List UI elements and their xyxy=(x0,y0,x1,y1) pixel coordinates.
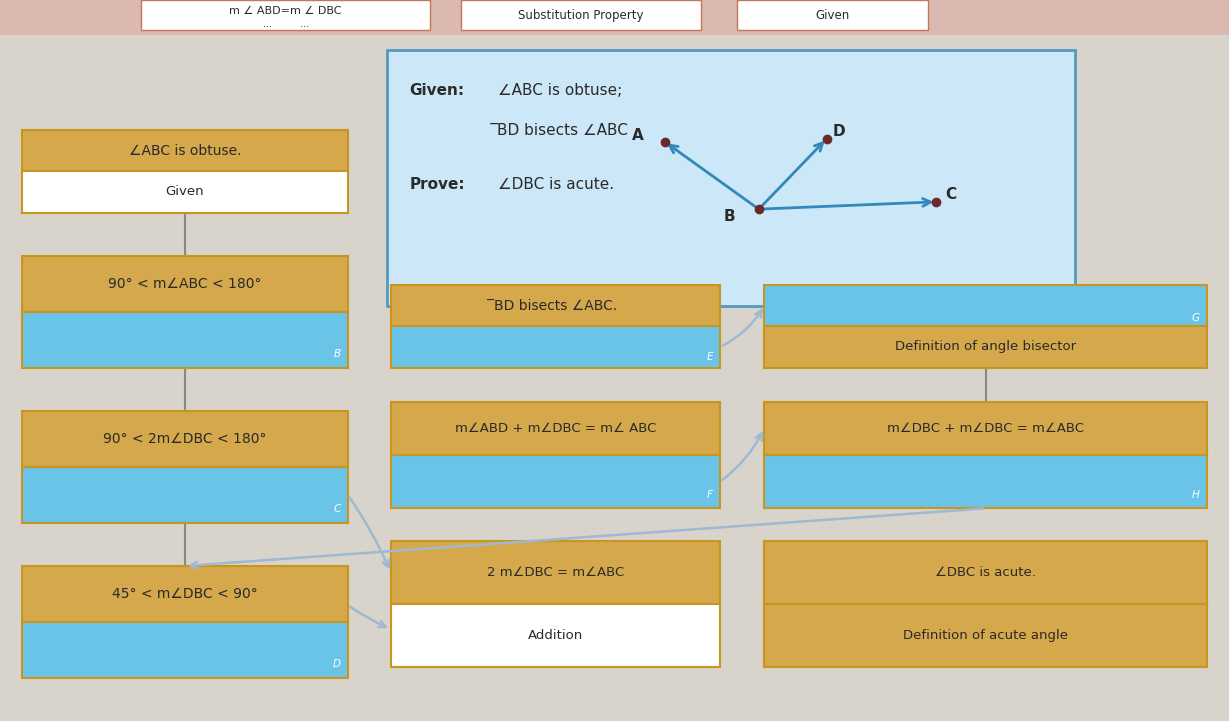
FancyBboxPatch shape xyxy=(764,402,1207,455)
FancyBboxPatch shape xyxy=(764,326,1207,368)
FancyBboxPatch shape xyxy=(391,402,720,455)
Text: m∠DBC + m∠DBC = m∠ABC: m∠DBC + m∠DBC = m∠ABC xyxy=(887,422,1084,435)
Text: 45° < m∠DBC < 90°: 45° < m∠DBC < 90° xyxy=(112,587,258,601)
Text: ∠DBC is acute.: ∠DBC is acute. xyxy=(935,566,1036,579)
FancyBboxPatch shape xyxy=(0,0,1229,35)
Text: Prove:: Prove: xyxy=(409,177,465,192)
Text: ...         ...: ... ... xyxy=(263,19,308,29)
Text: Given: Given xyxy=(166,185,204,198)
Text: Substitution Property: Substitution Property xyxy=(517,9,644,22)
Text: ∠DBC is acute.: ∠DBC is acute. xyxy=(498,177,613,192)
Text: ∠ABC is obtuse.: ∠ABC is obtuse. xyxy=(129,143,241,157)
FancyBboxPatch shape xyxy=(22,311,348,368)
Text: m ∠ ABD=m ∠ DBC: m ∠ ABD=m ∠ DBC xyxy=(230,6,342,16)
FancyBboxPatch shape xyxy=(22,622,348,678)
FancyBboxPatch shape xyxy=(22,256,348,311)
Text: Definition of acute angle: Definition of acute angle xyxy=(903,629,1068,642)
FancyBboxPatch shape xyxy=(22,566,348,622)
FancyBboxPatch shape xyxy=(22,411,348,467)
Text: 90° < m∠ABC < 180°: 90° < m∠ABC < 180° xyxy=(108,277,262,291)
Text: Given:: Given: xyxy=(409,83,465,98)
FancyBboxPatch shape xyxy=(22,467,348,523)
Text: 90° < 2m∠DBC < 180°: 90° < 2m∠DBC < 180° xyxy=(103,432,267,446)
Text: F: F xyxy=(707,490,713,500)
Text: 2 m∠DBC = m∠ABC: 2 m∠DBC = m∠ABC xyxy=(487,566,624,579)
Text: A: A xyxy=(632,128,644,143)
FancyBboxPatch shape xyxy=(391,326,720,368)
FancyBboxPatch shape xyxy=(764,604,1207,667)
Text: E: E xyxy=(707,353,713,363)
Text: D: D xyxy=(833,124,846,139)
FancyBboxPatch shape xyxy=(387,50,1075,306)
Text: Addition: Addition xyxy=(528,629,583,642)
FancyBboxPatch shape xyxy=(22,130,348,172)
FancyBboxPatch shape xyxy=(22,172,348,213)
FancyBboxPatch shape xyxy=(391,285,720,326)
FancyBboxPatch shape xyxy=(391,604,720,667)
Text: B: B xyxy=(333,349,340,359)
Text: G: G xyxy=(1191,313,1200,323)
Text: ̅BD bisects ∠ABC.: ̅BD bisects ∠ABC. xyxy=(494,298,617,312)
FancyBboxPatch shape xyxy=(764,541,1207,604)
Text: C: C xyxy=(945,187,956,202)
Text: ̅BD bisects ∠ABC: ̅BD bisects ∠ABC xyxy=(498,123,628,138)
Text: C: C xyxy=(333,504,340,514)
Text: Definition of angle bisector: Definition of angle bisector xyxy=(895,340,1077,353)
Text: D: D xyxy=(332,659,340,669)
FancyBboxPatch shape xyxy=(391,455,720,508)
Text: H: H xyxy=(1192,490,1200,500)
FancyBboxPatch shape xyxy=(737,0,928,30)
FancyBboxPatch shape xyxy=(461,0,701,30)
FancyBboxPatch shape xyxy=(141,0,430,30)
Text: m∠ABD + m∠DBC = m∠ ABC: m∠ABD + m∠DBC = m∠ ABC xyxy=(455,422,656,435)
FancyBboxPatch shape xyxy=(764,455,1207,508)
Text: B: B xyxy=(724,209,735,224)
Text: ∠ABC is obtuse;: ∠ABC is obtuse; xyxy=(498,83,622,98)
FancyBboxPatch shape xyxy=(391,541,720,604)
FancyBboxPatch shape xyxy=(764,285,1207,326)
Text: Given: Given xyxy=(816,9,849,22)
